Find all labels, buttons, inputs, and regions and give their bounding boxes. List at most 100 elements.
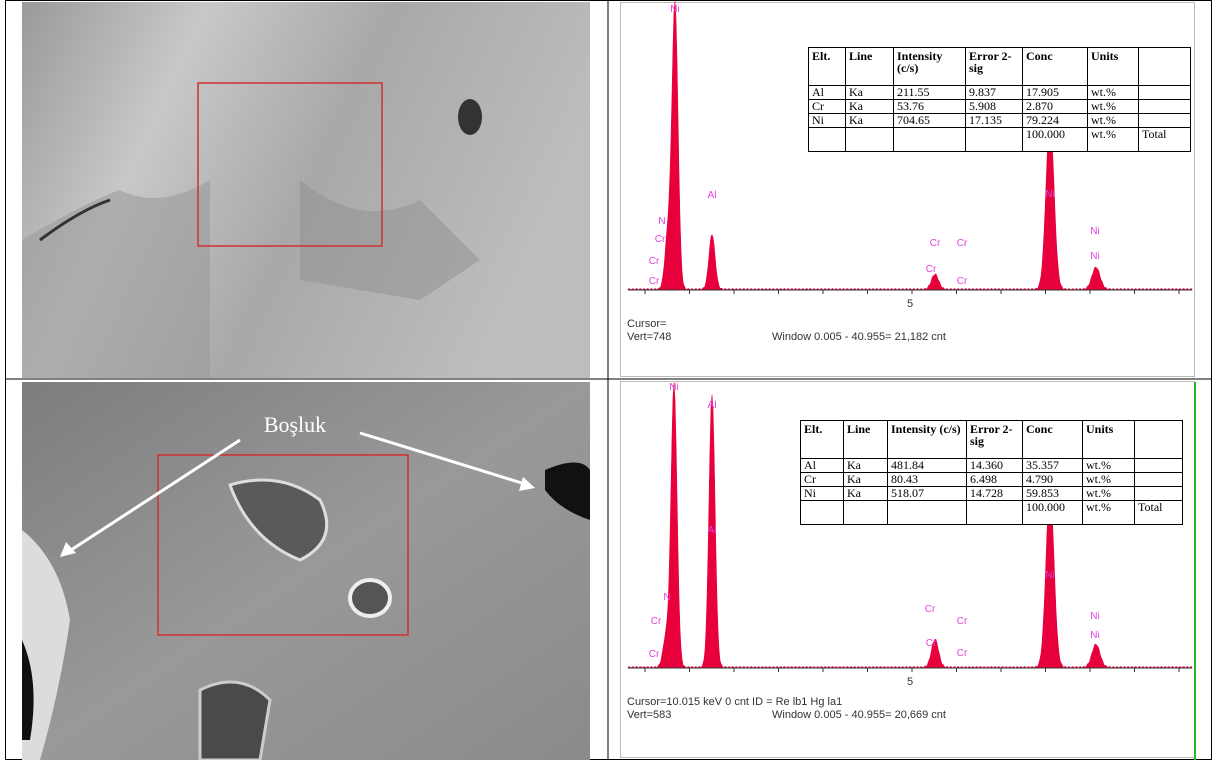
header-cell: Units xyxy=(1087,47,1139,86)
table-cell: Al xyxy=(800,458,844,473)
sem-texture xyxy=(300,180,480,300)
total-cell: 100.000 xyxy=(1022,500,1083,525)
peak-label: Cr xyxy=(655,234,666,245)
table-cell: 2.870 xyxy=(1022,99,1088,114)
window-readout: Window 0.005 - 40.955= 21,182 cnt xyxy=(772,331,946,343)
header-cell: Error 2-sig xyxy=(966,420,1023,459)
spectrum-frame xyxy=(620,2,1195,377)
peak-label: Al xyxy=(708,190,717,201)
table-cell: 14.360 xyxy=(966,458,1023,473)
table-cell: wt.% xyxy=(1082,458,1135,473)
table-cell xyxy=(808,127,846,152)
peak-label: Ni xyxy=(1090,630,1099,641)
vert-readout: Vert=748 xyxy=(627,331,671,343)
table-cell xyxy=(893,127,966,152)
table-row: Cr Ka 53.76 5.908 2.870 wt.% xyxy=(808,99,1191,114)
table-cell: wt.% xyxy=(1082,486,1135,501)
cursor-readout: Cursor=10.015 keV 0 cnt ID = Re lb1 Hg l… xyxy=(627,696,842,708)
table-row: Al Ka 481.84 14.360 35.357 wt.% xyxy=(800,458,1183,473)
peak-label: Cr xyxy=(957,616,968,627)
total-cell: 100.000 xyxy=(1022,127,1088,152)
annotation: Boşluk xyxy=(264,412,326,437)
header-row: Elt. Line Intensity (c/s) Error 2-sig Conc Un… xyxy=(800,420,1183,459)
total-row: 100.000 wt.% Total xyxy=(808,127,1191,152)
table-cell: Ka xyxy=(845,113,894,128)
arrow-head xyxy=(60,542,76,557)
table-cell: Al xyxy=(808,85,846,100)
table-cell xyxy=(965,127,1023,152)
sem-pore xyxy=(545,462,590,520)
table-row: Ni Ka 704.65 17.135 79.224 wt.% xyxy=(808,113,1191,128)
table-cell: 9.837 xyxy=(965,85,1023,100)
table-cell xyxy=(887,500,967,525)
header-cell xyxy=(1134,420,1183,459)
table-cell xyxy=(1138,113,1191,128)
peak-label: Cr xyxy=(649,649,660,660)
table-cell: Ka xyxy=(843,458,888,473)
table-cell: Cr xyxy=(808,99,846,114)
table-cell: 704.65 xyxy=(893,113,966,128)
sem-image xyxy=(22,382,590,760)
arrow xyxy=(359,431,526,486)
peak-label: N xyxy=(663,592,670,603)
peak-label: N xyxy=(658,216,665,227)
table-cell xyxy=(800,500,844,525)
peak-label: Al xyxy=(708,525,717,536)
peak-label: Ni xyxy=(1090,251,1099,262)
window-readout: Window 0.005 - 40.955= 20,669 cnt xyxy=(772,709,946,721)
table-cell: 35.357 xyxy=(1022,458,1083,473)
sem-texture xyxy=(22,530,70,760)
x-tick-label: 5 xyxy=(907,298,913,310)
sem-pore xyxy=(228,478,329,562)
table-cell xyxy=(1138,99,1191,114)
analysis-area xyxy=(157,454,409,636)
table-cell: Ka xyxy=(845,99,894,114)
table-cell: 481.84 xyxy=(887,458,967,473)
table-cell: Ka xyxy=(845,85,894,100)
table-row: Cr Ka 80.43 6.498 4.790 wt.% xyxy=(800,472,1183,487)
table-cell: 5.908 xyxy=(965,99,1023,114)
x-tick-label: 5 xyxy=(907,676,913,688)
peak-label: Cr xyxy=(649,256,660,267)
table-cell: 4.790 xyxy=(1022,472,1083,487)
table-cell xyxy=(1138,85,1191,100)
table-cell: 80.43 xyxy=(887,472,967,487)
table-cell: Ka xyxy=(843,472,888,487)
header-cell: Intensity (c/s) xyxy=(887,420,967,459)
header-cell xyxy=(1138,47,1191,86)
table-cell: 518.07 xyxy=(887,486,967,501)
peak-label: Cr xyxy=(926,638,937,649)
table-cell: wt.% xyxy=(1082,472,1135,487)
peak-label: Ni xyxy=(1045,570,1054,581)
table-cell: Cr xyxy=(800,472,844,487)
header-cell: Line xyxy=(845,47,894,86)
peak-label: Cr xyxy=(930,238,941,249)
sem-pore xyxy=(22,640,34,740)
header-cell: Units xyxy=(1082,420,1135,459)
table-cell: 79.224 xyxy=(1022,113,1088,128)
peak-label: Cr xyxy=(926,264,937,275)
table-cell: 211.55 xyxy=(893,85,966,100)
header-cell: Conc xyxy=(1022,420,1083,459)
header-row: Elt. Line Intensity (c/s) Error 2-sig Conc Un… xyxy=(808,47,1191,86)
header-cell: Elt. xyxy=(808,47,846,86)
table-cell: 6.498 xyxy=(966,472,1023,487)
arrow-head xyxy=(519,477,535,491)
peak-label: Cr xyxy=(651,616,662,627)
table-row: Al Ka 211.55 9.837 17.905 wt.% xyxy=(808,85,1191,100)
header-cell: Error 2-sig xyxy=(965,47,1023,86)
peak-label: Ni xyxy=(1090,226,1099,237)
cursor-readout: Cursor= xyxy=(627,318,666,330)
table-cell xyxy=(845,127,894,152)
header-cell: Line xyxy=(843,420,888,459)
peak-label: Cr xyxy=(925,604,936,615)
table-cell: 14.728 xyxy=(966,486,1023,501)
header-cell: Intensity (c/s) xyxy=(893,47,966,86)
total-cell: wt.% xyxy=(1087,127,1139,152)
table-cell: Ni xyxy=(800,486,844,501)
sem-texture xyxy=(22,180,210,378)
table-cell xyxy=(966,500,1023,525)
sem-pore xyxy=(348,578,392,618)
peak-label: Ni xyxy=(670,4,679,15)
